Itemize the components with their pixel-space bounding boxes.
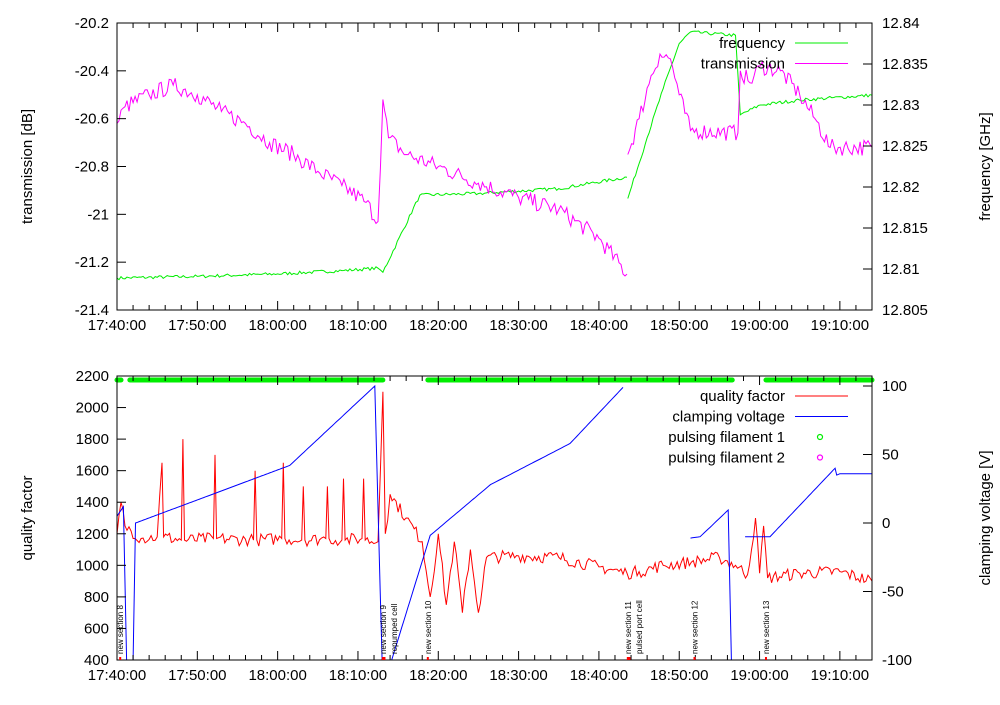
legend-label: clamping voltage <box>672 409 785 426</box>
y2-tick-label: 12.805 <box>882 302 928 319</box>
section-annotation: new section 8 <box>116 605 125 654</box>
legend-marker <box>816 454 824 461</box>
series-line-clamping-voltage <box>745 467 872 538</box>
y-tick-label: -21.4 <box>75 302 109 319</box>
top-panel: 17:40:00 17:50:00 18:00:00 18:10:00 18:20:00… <box>19 15 994 334</box>
legend-label: transmission <box>701 56 785 73</box>
legend-marker <box>816 433 824 441</box>
y2-tick-label: 12.825 <box>882 138 928 155</box>
x-tick-label: 18:00:00 <box>248 317 306 334</box>
x-tick-label: 18:40:00 <box>570 317 628 334</box>
section-annotation: repumped cell <box>390 604 399 654</box>
bottom-panel: 17:40:00 17:50:00 18:00:00 18:10:00 18:20:00… <box>19 368 994 684</box>
y-tick-label: -21 <box>87 206 109 223</box>
x-tick-label: 18:50:00 <box>650 667 708 684</box>
series-line-quality-factor <box>116 391 873 613</box>
y2-tick-label: 12.84 <box>882 15 920 32</box>
legend-label: pulsing filament 1 <box>668 429 785 446</box>
y2-tick-label: 12.815 <box>882 220 928 237</box>
x-tick-label: 19:00:00 <box>730 667 788 684</box>
y-axis-label: quality factor <box>19 475 36 560</box>
y-tick-label: -20.2 <box>75 15 109 32</box>
series-line-transmission <box>627 52 873 156</box>
series-line-clamping-voltage <box>690 508 732 661</box>
y-tick-label: 1400 <box>76 494 109 511</box>
section-annotation: new section 12 <box>690 600 699 654</box>
x-tick-label: 18:10:00 <box>329 667 387 684</box>
x-tick-label: 18:30:00 <box>489 667 547 684</box>
y-tick-label: 2200 <box>76 368 109 385</box>
y2-tick-label: 12.83 <box>882 97 920 114</box>
x-tick-label: 18:40:00 <box>570 667 628 684</box>
series-line-frequency <box>627 30 873 199</box>
section-annotation: new section 13 <box>762 600 771 654</box>
legend-label: frequency <box>719 35 785 52</box>
plot-frame <box>116 375 873 661</box>
y2-tick-label: 100 <box>882 378 907 395</box>
y-tick-label: 600 <box>84 620 109 637</box>
x-tick-label: 17:40:00 <box>88 667 146 684</box>
y2-tick-label: 12.81 <box>882 261 920 278</box>
section-annotation: pulsed port cell <box>635 600 644 654</box>
legend-label: pulsing filament 2 <box>668 450 785 467</box>
x-tick-label: 18:10:00 <box>329 317 387 334</box>
y-tick-label: 400 <box>84 652 109 669</box>
legend: frequency transmission <box>701 35 848 73</box>
y2-tick-label: -50 <box>882 584 904 601</box>
y2-tick-label: 12.82 <box>882 179 920 196</box>
y2-tick-label: 50 <box>882 447 899 464</box>
x-tick-label: 19:10:00 <box>811 667 869 684</box>
y-tick-label: 800 <box>84 589 109 606</box>
x-tick-label: 18:00:00 <box>248 667 306 684</box>
y-axis-label: transmission [dB] <box>19 109 36 224</box>
x-tick-label: 17:50:00 <box>168 667 226 684</box>
legend-label: quality factor <box>700 388 785 405</box>
x-tick-label: 18:30:00 <box>489 317 547 334</box>
x-tick-label: 18:50:00 <box>650 317 708 334</box>
section-annotation: new section 10 <box>424 600 433 654</box>
series-line-clamping-voltage <box>116 384 624 661</box>
y-tick-label: 1600 <box>76 463 109 480</box>
legend: quality factor clamping voltage pulsing fi… <box>668 388 848 467</box>
x-tick-label: 17:50:00 <box>168 317 226 334</box>
y2-axis-label: clamping voltage [V] <box>977 450 994 585</box>
y-tick-label: -21.2 <box>75 254 109 271</box>
x-tick-label: 19:00:00 <box>730 317 788 334</box>
x-tick-label: 18:20:00 <box>409 317 467 334</box>
y-tick-label: 2000 <box>76 400 109 417</box>
series-group <box>114 377 875 661</box>
x-tick-label: 19:10:00 <box>811 317 869 334</box>
section-annotation: new section 9 <box>379 605 388 654</box>
y2-axis-label: frequency [GHz] <box>977 112 994 220</box>
x-tick-label: 18:20:00 <box>409 667 467 684</box>
y-tick-label: -20.6 <box>75 111 109 128</box>
y-tick-label: 1000 <box>76 557 109 574</box>
section-annotation: new section 11 <box>624 601 633 654</box>
series-line-transmission <box>116 78 628 277</box>
y-tick-label: -20.4 <box>75 63 109 80</box>
y-tick-label: -20.8 <box>75 159 109 176</box>
series-line-frequency <box>116 176 628 281</box>
y2-tick-label: -100 <box>882 652 912 669</box>
y-tick-label: 1200 <box>76 526 109 543</box>
x-tick-label: 17:40:00 <box>88 317 146 334</box>
y2-tick-label: 0 <box>882 515 890 532</box>
y2-tick-label: 12.835 <box>882 56 928 73</box>
y-tick-label: 1800 <box>76 431 109 448</box>
series-group <box>116 30 873 281</box>
